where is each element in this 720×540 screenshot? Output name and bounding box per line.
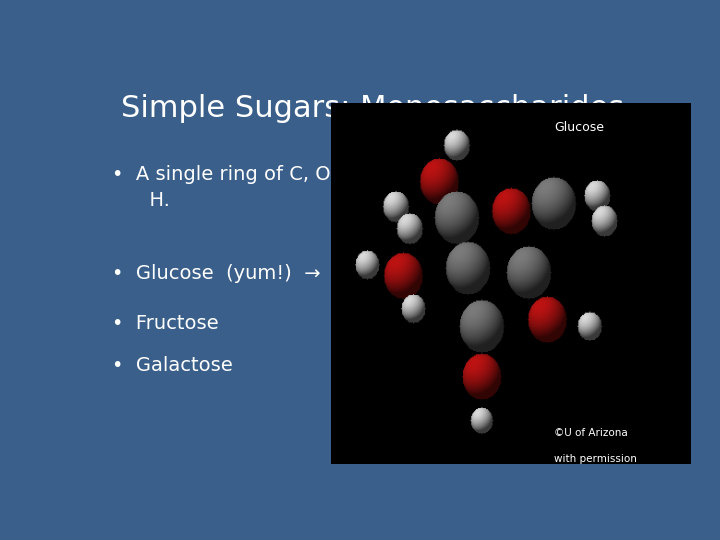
Text: •  Glucose  (yum!)  →: • Glucose (yum!) →: [112, 265, 321, 284]
Text: •  Galactose: • Galactose: [112, 356, 233, 375]
Bar: [347, 144, 626, 422]
Text: Glucose: Glucose: [554, 120, 604, 134]
Text: •  Fructose: • Fructose: [112, 314, 219, 333]
Text: •  A single ring of C, O, and
      H.: • A single ring of C, O, and H.: [112, 165, 380, 210]
Text: ©U of Arizona: ©U of Arizona: [554, 428, 628, 438]
Text: with permission: with permission: [554, 454, 637, 463]
Text: Simple Sugars: Monosaccharides: Simple Sugars: Monosaccharides: [121, 94, 624, 123]
